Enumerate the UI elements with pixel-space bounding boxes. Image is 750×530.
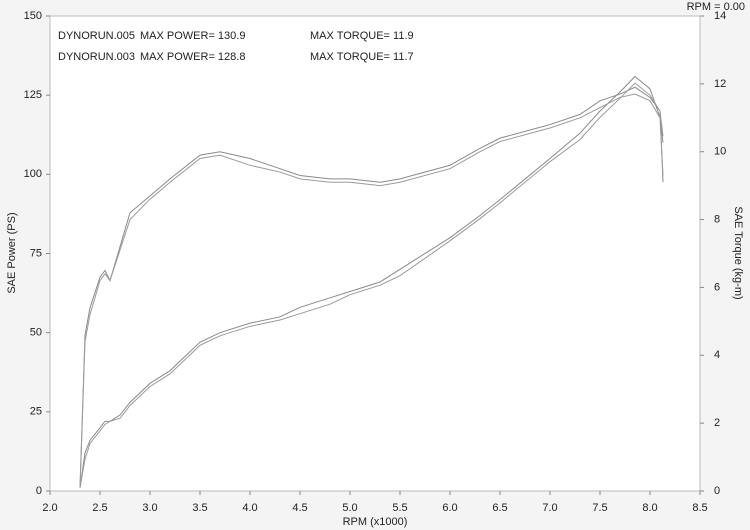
run-name: DYNORUN.003 [58, 51, 135, 63]
x-tick-label: 4.5 [292, 502, 307, 514]
power-line [79, 82, 664, 488]
y2-tick-label: 12 [714, 78, 726, 90]
y2-tick-label: 2 [714, 417, 720, 429]
x-tick-label: 2.0 [42, 502, 57, 514]
y-tick-label: 100 [24, 168, 42, 180]
y-tick-label: 75 [30, 247, 42, 259]
y-tick-label: 150 [24, 10, 42, 22]
y-axis-title: SAE Power (PS) [6, 212, 18, 293]
torque-line [79, 93, 664, 488]
y2-tick-label: 8 [714, 213, 720, 225]
x-tick-label: 5.0 [342, 502, 357, 514]
y2-axis-title: SAE Torque (kg-m) [732, 206, 744, 299]
x-tick-label: 3.0 [142, 502, 157, 514]
max-torque: MAX TORQUE= 11.7 [310, 51, 414, 63]
y2-tick-label: 6 [714, 281, 720, 293]
y2-tick-label: 4 [714, 349, 720, 361]
x-tick-label: 2.5 [92, 502, 107, 514]
x-tick-label: 6.0 [442, 502, 457, 514]
y2-tick-label: 14 [714, 10, 726, 22]
rpm-status: RPM = 0.00 [687, 1, 745, 13]
x-axis-title: RPM (x1000) [343, 516, 408, 528]
max-torque: MAX TORQUE= 11.9 [310, 30, 414, 42]
plot-area [49, 15, 701, 492]
y-tick-label: 25 [30, 406, 42, 418]
y2-tick-label: 0 [714, 485, 720, 497]
y2-tick-label: 10 [714, 146, 726, 158]
x-tick-label: 6.5 [492, 502, 507, 514]
x-tick-label: 8.5 [692, 502, 707, 514]
x-tick-label: 5.5 [392, 502, 407, 514]
y-tick-label: 50 [30, 327, 42, 339]
x-tick-label: 4.0 [242, 502, 257, 514]
y-tick-label: 0 [36, 485, 42, 497]
max-power: MAX POWER= 128.8 [140, 51, 245, 63]
x-tick-label: 3.5 [192, 502, 207, 514]
x-tick-label: 7.0 [542, 502, 557, 514]
max-power: MAX POWER= 130.9 [140, 30, 245, 42]
x-tick-label: 8.0 [642, 502, 657, 514]
y-tick-label: 125 [24, 89, 42, 101]
x-tick-label: 7.5 [592, 502, 607, 514]
run-name: DYNORUN.005 [58, 30, 135, 42]
